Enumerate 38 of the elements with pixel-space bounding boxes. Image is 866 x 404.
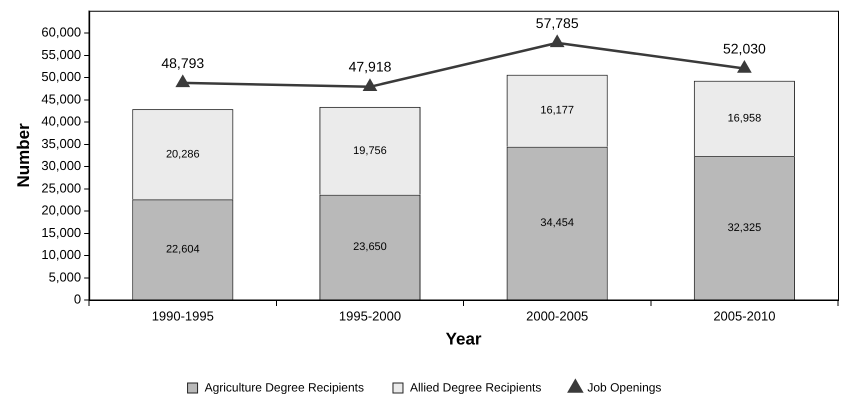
data-label: 20,286: [166, 148, 200, 160]
y-tick-label: 45,000: [41, 91, 82, 106]
x-tick-label: 2005-2010: [713, 308, 776, 324]
y-tick-label: 60,000: [41, 24, 82, 40]
point: [550, 36, 564, 48]
y-tick-label: 20,000: [41, 202, 82, 218]
y-tick-label: 50,000: [41, 69, 82, 84]
data-label: 16,958: [728, 112, 762, 124]
y-tick-label: 0: [74, 292, 82, 307]
data-label: 23,650: [353, 241, 387, 254]
x-axis-title: Year: [446, 329, 482, 348]
y-axis-title: Number: [14, 122, 33, 188]
point: [364, 80, 376, 92]
y-tick-label: 30,000: [41, 158, 82, 174]
legend-label: Agriculture Degree Recipients: [204, 380, 364, 394]
y-tick-label: 25,000: [41, 180, 82, 196]
data-label: 34,454: [540, 217, 574, 230]
y-tick-label: 40,000: [41, 114, 82, 129]
point: [176, 76, 190, 88]
y-tick-label: 15,000: [41, 224, 82, 240]
data-label: 47,918: [348, 58, 392, 75]
data-label: 22,604: [166, 243, 200, 256]
data-label: 16,177: [540, 104, 574, 117]
data-label: 48,793: [161, 54, 204, 71]
y-tick-label: 35,000: [41, 136, 82, 151]
x-tick-label: 1995-2000: [338, 308, 402, 324]
y-tick-label: 55,000: [41, 46, 82, 62]
x-tick-label: 1990-1995: [152, 308, 214, 324]
data-label: 57,785: [536, 14, 579, 31]
legend-label: Allied Degree Recipients: [410, 380, 542, 394]
data-label: 32,325: [728, 222, 762, 234]
point: [738, 61, 751, 73]
legend-label: Job Openings: [587, 380, 662, 394]
y-tick-label: 5,000: [48, 269, 82, 284]
data-label: 19,756: [353, 144, 387, 157]
data-label: 52,030: [722, 40, 766, 56]
x-tick-label: 2000-2005: [526, 308, 588, 324]
y-tick-label: 10,000: [41, 247, 82, 262]
